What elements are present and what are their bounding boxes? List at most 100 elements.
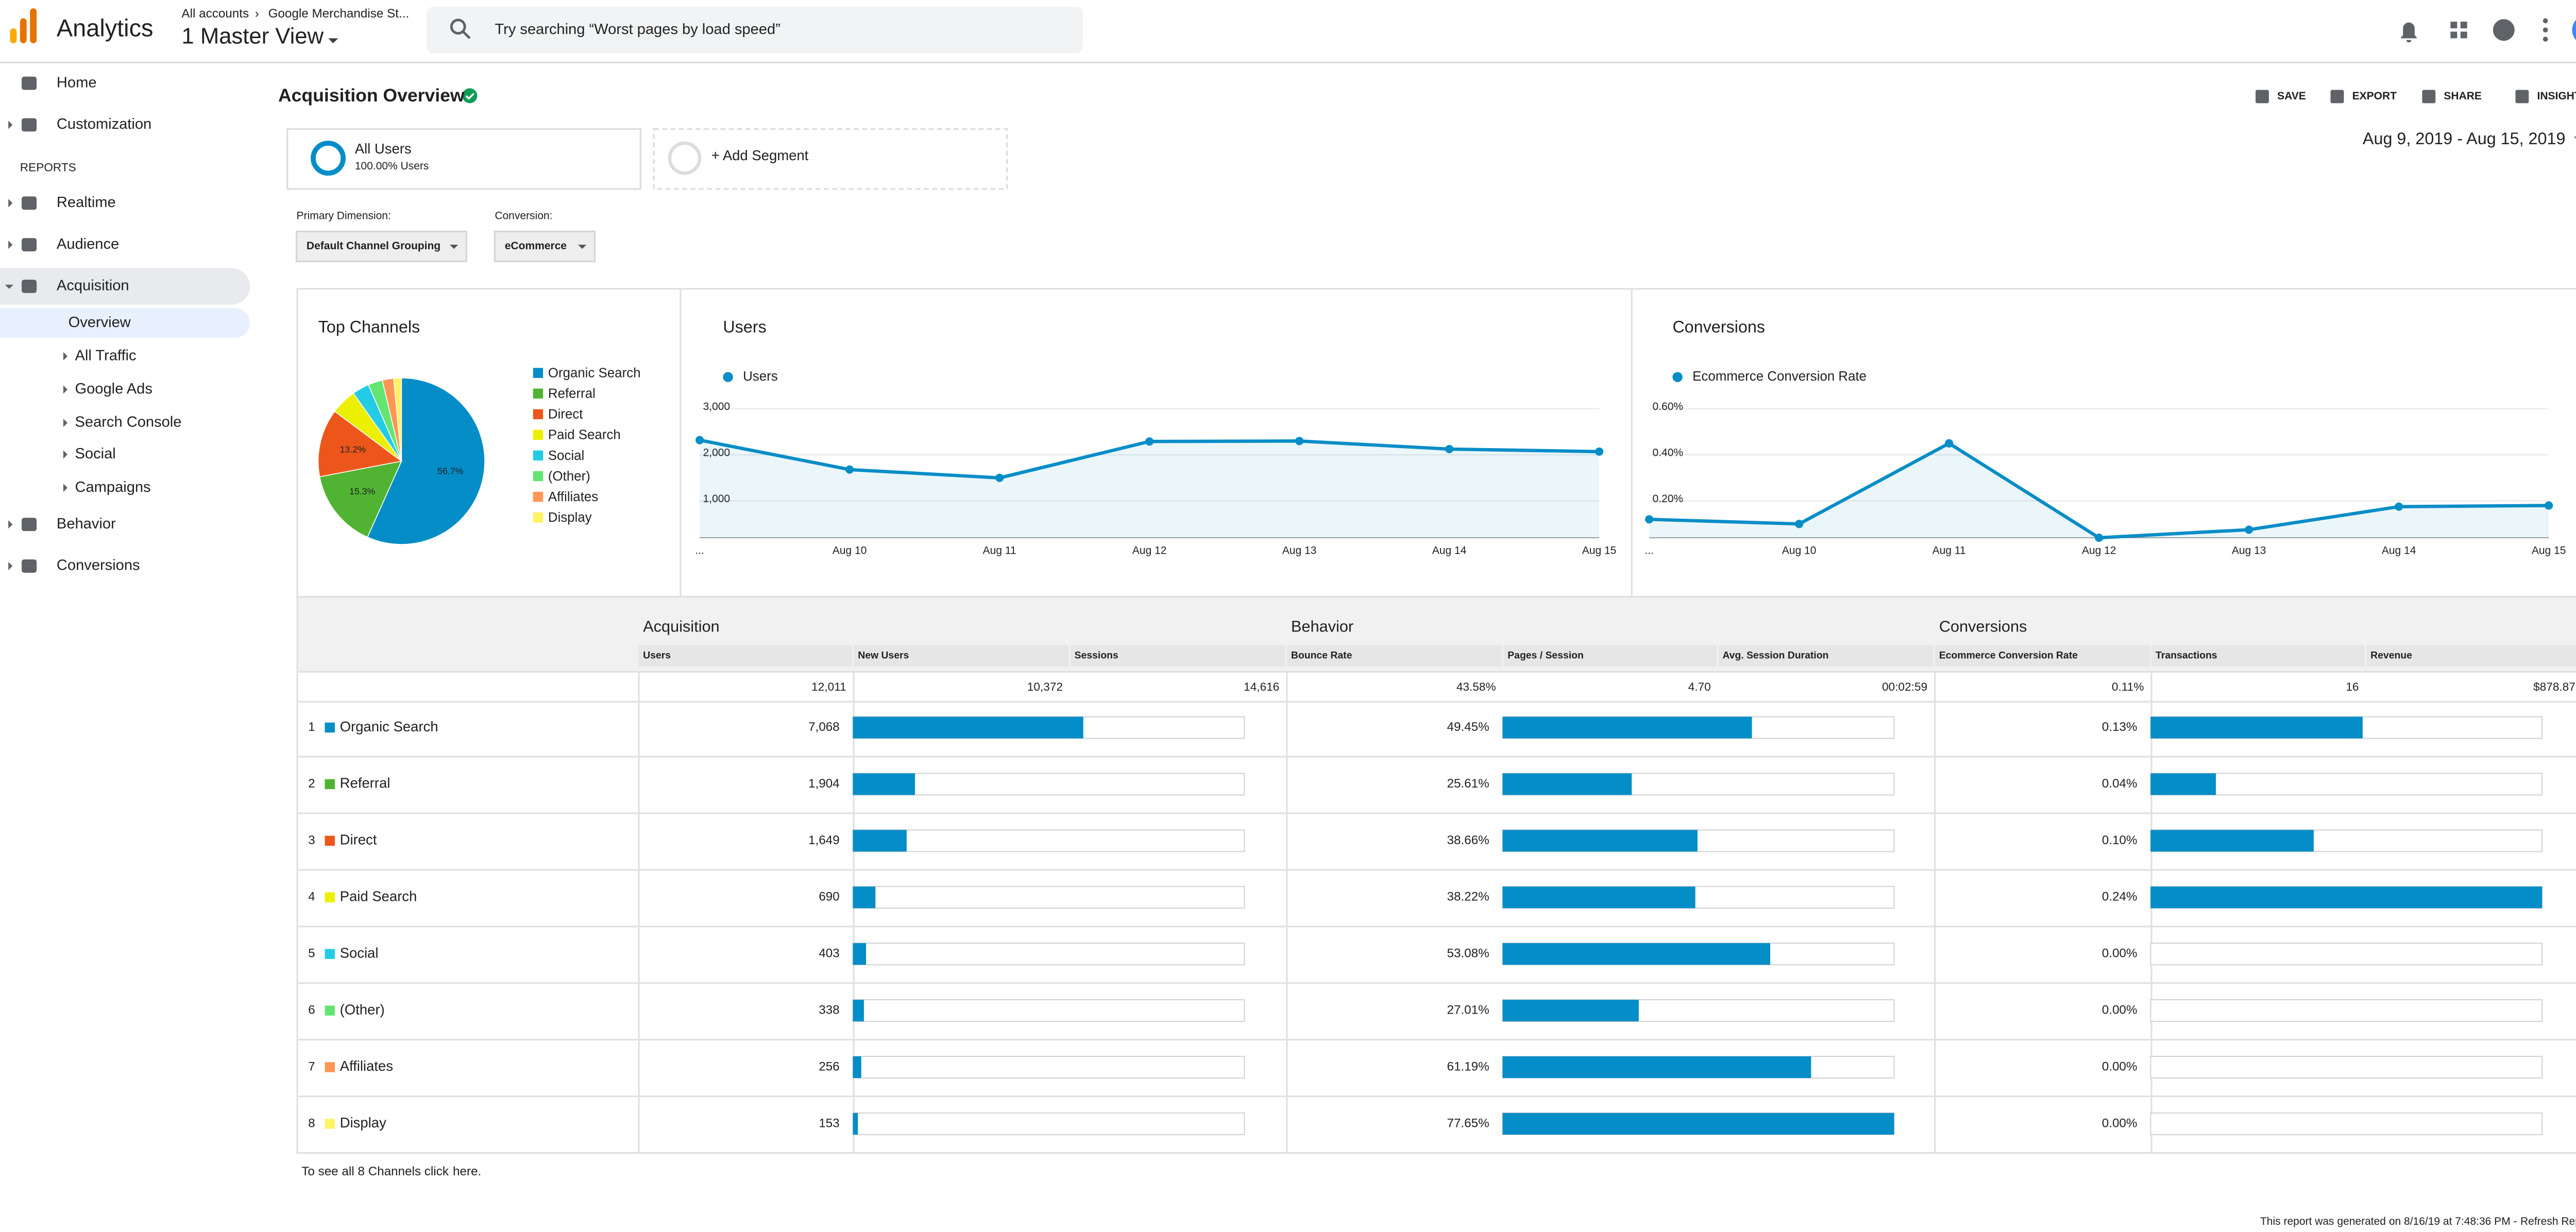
x-tick-label: Aug 10 (1782, 544, 1817, 556)
total-value: 0.11% (2112, 680, 2144, 693)
segment-name: All Users (355, 141, 412, 157)
breadcrumb[interactable]: All accounts (181, 7, 249, 21)
chart-title: Users (723, 317, 766, 336)
column-header[interactable]: Avg. Session Duration (1722, 650, 1828, 661)
column-header[interactable]: New Users (858, 650, 909, 661)
add-segment-card[interactable] (653, 128, 1008, 190)
legend-label: Users (743, 369, 778, 384)
nav-subitem[interactable]: Social (75, 446, 116, 462)
nav-item[interactable]: Acquisition (57, 278, 129, 294)
channel-link[interactable]: Paid Search (340, 888, 417, 904)
nav-subitem[interactable]: Overview (69, 314, 131, 331)
point (1595, 447, 1604, 456)
avatar[interactable] (2572, 15, 2576, 45)
pie-slice (367, 377, 485, 545)
x-tick-label: Aug 15 (2532, 544, 2566, 556)
nav-item[interactable]: Behavior (57, 516, 116, 532)
chart-title: Conversions (1672, 317, 1765, 336)
channel-link[interactable]: Direct (340, 832, 377, 848)
cell-value: 25.61% (1447, 777, 1489, 791)
nav-item[interactable]: Home (57, 74, 97, 91)
segment-add[interactable]: + Add Segment (711, 147, 809, 163)
bar-track (852, 829, 1245, 852)
nav-subitem[interactable]: Search Console (75, 414, 182, 431)
notifications-icon[interactable] (2400, 22, 2417, 43)
column-header[interactable]: Users (643, 650, 671, 661)
channel-link[interactable]: Referral (340, 775, 391, 791)
pie-label: 13.2% (340, 444, 366, 454)
channel-link[interactable]: Social (340, 945, 379, 961)
nav-subitem[interactable]: All Traffic (75, 347, 137, 364)
channel-swatch (325, 949, 335, 959)
view-selector[interactable]: 1 Master View (181, 23, 324, 48)
nav-item[interactable]: Audience (57, 236, 119, 252)
total-value: 43.58% (1456, 680, 1496, 693)
column-header-cell (2366, 645, 2576, 667)
point (1945, 439, 1954, 448)
column-header[interactable]: Revenue (2370, 650, 2412, 661)
x-tick-label: Aug 11 (1933, 544, 1966, 556)
point (2395, 502, 2403, 511)
bar (853, 773, 915, 795)
column-header[interactable]: Ecommerce Conversion Rate (1939, 650, 2078, 661)
column-header-cell (1718, 645, 1934, 667)
action-button[interactable]: EXPORT (2352, 90, 2397, 102)
apps-icon[interactable] (2450, 22, 2467, 39)
row-rank: 8 (308, 1116, 315, 1130)
bar (853, 886, 876, 909)
bar-track (2150, 943, 2543, 966)
date-range[interactable]: Aug 9, 2019 - Aug 15, 2019 (2363, 129, 2566, 148)
column-header[interactable]: Bounce Rate (1291, 650, 1352, 661)
nav-caret (8, 241, 13, 249)
segment-card[interactable] (286, 128, 641, 190)
group-header: Conversions (1939, 618, 2027, 636)
conversion-dropdown[interactable] (494, 230, 596, 263)
channel-swatch (325, 722, 335, 733)
nav-item[interactable]: Conversions (57, 557, 140, 574)
channel-link[interactable]: Display (340, 1115, 386, 1131)
view-caret[interactable] (328, 38, 338, 44)
nav-item[interactable]: Realtime (57, 194, 116, 211)
more-icon[interactable] (2543, 18, 2548, 42)
nav-caret (8, 520, 13, 529)
cell-value: 0.00% (2102, 1059, 2138, 1073)
footer-link[interactable]: here (453, 1165, 478, 1178)
row-rank: 6 (308, 1003, 315, 1017)
action-button[interactable]: INSIGHTS (2537, 90, 2576, 102)
logo (30, 8, 37, 44)
nav-subitem[interactable]: Campaigns (75, 479, 151, 495)
column-header-cell (1070, 645, 1285, 667)
column-header[interactable]: Sessions (1075, 650, 1118, 661)
channel-link[interactable]: Affiliates (340, 1058, 393, 1074)
bar (853, 1113, 858, 1135)
column-header[interactable]: Transactions (2156, 650, 2217, 661)
nav-caret (63, 352, 67, 361)
nav-icon (22, 196, 37, 210)
total-value: 16 (2346, 680, 2359, 693)
cell-value: 77.65% (1447, 1116, 1489, 1130)
action-button[interactable]: SHARE (2444, 90, 2482, 102)
cell-value: 1,649 (808, 833, 840, 847)
nav-subitem[interactable]: Google Ads (75, 381, 152, 397)
column-header-cell (2151, 645, 2365, 667)
help-icon[interactable] (2493, 19, 2515, 41)
chart-title: Top Channels (318, 317, 420, 336)
bar (2150, 830, 2314, 852)
nav-caret (63, 450, 67, 459)
channel-link[interactable]: (Other) (340, 1001, 385, 1017)
search-box[interactable] (426, 6, 1083, 54)
legend-dot (723, 372, 733, 382)
total-value: $878.87 (2533, 680, 2575, 693)
cell-value: 49.45% (1447, 720, 1489, 734)
column-header[interactable]: Pages / Session (1507, 650, 1584, 661)
channel-link[interactable]: Organic Search (340, 718, 438, 734)
nav-item[interactable]: Customization (57, 116, 151, 132)
date-caret[interactable] (2573, 136, 2576, 142)
breadcrumb[interactable]: Google Merchandise St... (268, 7, 410, 21)
refresh-link[interactable]: Refresh Report (2520, 1216, 2576, 1227)
cell-value: 338 (819, 1003, 839, 1017)
action-button[interactable]: SAVE (2277, 90, 2306, 102)
dimension-dropdown[interactable] (295, 230, 467, 263)
bar-track (852, 886, 1245, 909)
point (1795, 520, 1804, 528)
